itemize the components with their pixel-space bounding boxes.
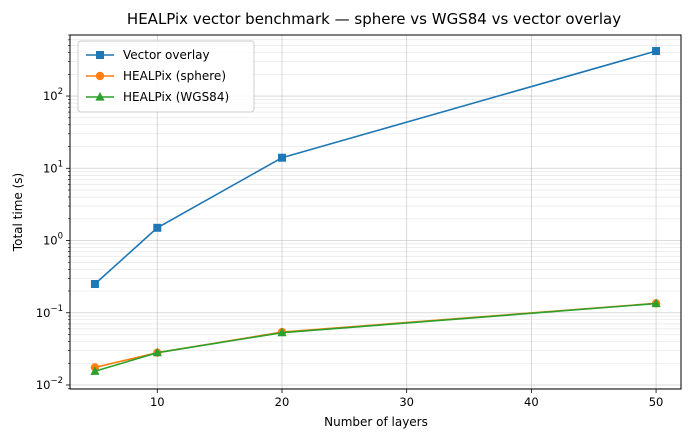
- legend: Vector overlay HEALPix (sphere) HEALPix (W…: [77, 40, 255, 113]
- legend-entry: Vector overlay: [86, 48, 210, 62]
- plot-frame: [69, 34, 682, 390]
- x-tick-label: 30: [399, 395, 414, 409]
- y-tick-label: 102: [43, 87, 63, 103]
- legend-marker: [95, 71, 105, 81]
- y-axis-label: Total time (s): [11, 173, 25, 252]
- y-tick-label: 10−1: [36, 304, 63, 320]
- data-point: [277, 153, 286, 162]
- legend-marker: [95, 92, 105, 101]
- legend-label: HEALPix (WGS84): [123, 90, 229, 104]
- y-tick-label: 100: [43, 232, 63, 248]
- x-tick-label: 50: [649, 395, 664, 409]
- legend-label: Vector overlay: [123, 48, 210, 62]
- x-tick-label: 10: [150, 395, 165, 409]
- y-axis: 10−2 10−1 100 101 102: [36, 34, 70, 392]
- series-line: [94, 302, 657, 373]
- data-point: [90, 280, 99, 289]
- data-point: [651, 298, 661, 308]
- legend-entry: HEALPix (WGS84): [86, 90, 229, 104]
- data-point: [153, 223, 162, 232]
- x-axis: 10 20 30 40 50: [150, 389, 663, 409]
- y-tick-label: 101: [43, 159, 63, 175]
- series-1: [90, 47, 661, 289]
- legend-label: HEALPix (sphere): [123, 69, 226, 83]
- x-axis-label: Number of layers: [324, 415, 428, 429]
- chart-title: HEALPix vector benchmark — sphere vs WGS…: [127, 10, 621, 28]
- series-layer: [90, 47, 661, 375]
- y-tick-label: 10−2: [36, 376, 63, 392]
- series-line: [94, 50, 657, 285]
- x-tick-label: 40: [524, 395, 539, 409]
- legend-box: [77, 40, 255, 113]
- series-3: [90, 298, 661, 375]
- data-point: [652, 47, 661, 56]
- x-tick-label: 20: [275, 395, 290, 409]
- legend-marker: [96, 51, 104, 59]
- data-point: [277, 327, 287, 337]
- data-point: [152, 347, 162, 357]
- legend-entry: HEALPix (sphere): [86, 69, 226, 83]
- data-point: [90, 366, 100, 375]
